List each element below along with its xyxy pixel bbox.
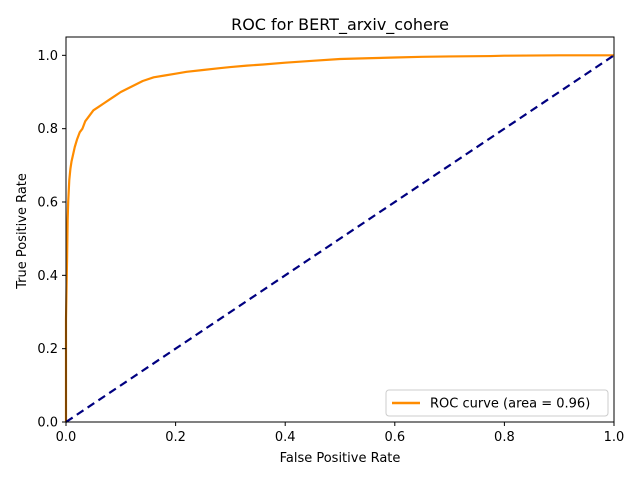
x-tick-label: 0.0 — [56, 430, 77, 445]
legend: ROC curve (area = 0.96) — [385, 389, 609, 417]
legend-entry-roc: ROC curve (area = 0.96) — [430, 397, 590, 412]
chance-diagonal-line — [65, 54, 615, 423]
x-tick-label: 0.4 — [275, 430, 296, 445]
chart-title: ROC for BERT_arxiv_cohere — [231, 15, 449, 35]
y-tick-label: 1.0 — [37, 49, 58, 64]
y-axis-label: True Positive Rate — [15, 173, 30, 290]
y-tick-label: 0.8 — [37, 122, 58, 137]
roc-curve-line — [64, 54, 614, 422]
y-tick-label: 0.6 — [37, 196, 58, 211]
y-tick-label: 0.4 — [37, 269, 58, 284]
x-axis-label: False Positive Rate — [280, 451, 401, 466]
plot-area: 0.0 0.2 0.4 0.6 0.8 1.0 0.0 0.2 0.4 0.6 0.8 1.0 — [37, 36, 625, 445]
plot-frame — [65, 36, 615, 423]
y-tick-label: 0.2 — [37, 342, 58, 357]
legend-frame — [385, 389, 609, 417]
y-tick-label: 0.0 — [37, 416, 58, 431]
x-tick-label: 0.8 — [494, 430, 515, 445]
x-tick-label: 0.6 — [384, 430, 405, 445]
x-tick-label: 1.0 — [604, 430, 625, 445]
x-tick-label: 0.2 — [165, 430, 186, 445]
